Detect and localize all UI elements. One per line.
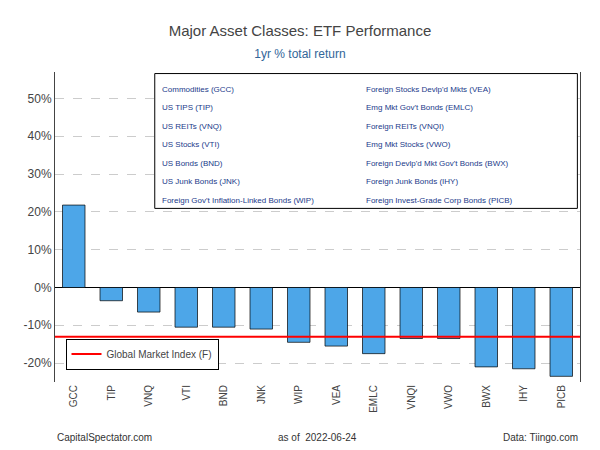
svg-text:50%: 50% — [28, 92, 52, 106]
svg-text:VNQ: VNQ — [143, 385, 154, 407]
svg-text:BND: BND — [218, 385, 229, 406]
svg-text:1yr % total return: 1yr % total return — [254, 47, 345, 61]
svg-text:US TIPS (TIP): US TIPS (TIP) — [162, 103, 213, 112]
svg-text:VWO: VWO — [443, 385, 454, 409]
svg-text:US Stocks (VTI): US Stocks (VTI) — [162, 140, 220, 149]
svg-text:as of 2022-06-24: as of 2022-06-24 — [278, 432, 357, 443]
svg-text:20%: 20% — [28, 205, 52, 219]
svg-text:Foreign Invest-Grade Corp Bond: Foreign Invest-Grade Corp Bonds (PICB) — [366, 196, 513, 205]
svg-text:EMLC: EMLC — [368, 385, 379, 413]
svg-text:Major Asset Classes: ETF Perfo: Major Asset Classes: ETF Performance — [169, 22, 432, 39]
svg-text:Emg Mkt Gov't Bonds (EMLC): Emg Mkt Gov't Bonds (EMLC) — [366, 103, 473, 112]
svg-text:Emg Mkt Stocks (VWO): Emg Mkt Stocks (VWO) — [366, 140, 451, 149]
svg-text:-20%: -20% — [24, 356, 52, 370]
svg-text:US Junk Bonds (JNK): US Junk Bonds (JNK) — [162, 177, 240, 186]
svg-text:IHY: IHY — [518, 385, 529, 402]
svg-text:JNK: JNK — [256, 385, 267, 404]
svg-text:VNQI: VNQI — [406, 385, 417, 409]
svg-text:30%: 30% — [28, 167, 52, 181]
svg-text:US Bonds (BND): US Bonds (BND) — [162, 159, 223, 168]
svg-text:VTI: VTI — [181, 385, 192, 401]
svg-text:VEA: VEA — [331, 385, 342, 405]
svg-text:WIP: WIP — [293, 385, 304, 404]
svg-text:Commodities (GCC): Commodities (GCC) — [162, 85, 234, 94]
svg-text:-10%: -10% — [24, 318, 52, 332]
svg-text:40%: 40% — [28, 129, 52, 143]
svg-text:CapitalSpectator.com: CapitalSpectator.com — [57, 432, 152, 443]
svg-text:TIP: TIP — [106, 385, 117, 401]
svg-text:0%: 0% — [34, 281, 52, 295]
svg-text:Foreign Stocks Devlp'd Mkts (V: Foreign Stocks Devlp'd Mkts (VEA) — [366, 85, 491, 94]
svg-text:Foreign Junk Bonds (IHY): Foreign Junk Bonds (IHY) — [366, 177, 458, 186]
svg-text:BWX: BWX — [481, 385, 492, 408]
svg-text:US REITs (VNQ): US REITs (VNQ) — [162, 122, 222, 131]
svg-text:GCC: GCC — [68, 385, 79, 407]
svg-text:Data: Tiingo.com: Data: Tiingo.com — [503, 432, 578, 443]
svg-text:PICB: PICB — [556, 385, 567, 409]
svg-text:Foreign Devlp'd Mkt Gov't Bond: Foreign Devlp'd Mkt Gov't Bonds (BWX) — [366, 159, 509, 168]
svg-text:Foreign REITs (VNQI): Foreign REITs (VNQI) — [366, 122, 444, 131]
svg-text:Global Market Index (F): Global Market Index (F) — [107, 349, 212, 360]
svg-text:Foreign Gov't Inflation-Linked: Foreign Gov't Inflation-Linked Bonds (WI… — [162, 196, 314, 205]
svg-text:10%: 10% — [28, 243, 52, 257]
